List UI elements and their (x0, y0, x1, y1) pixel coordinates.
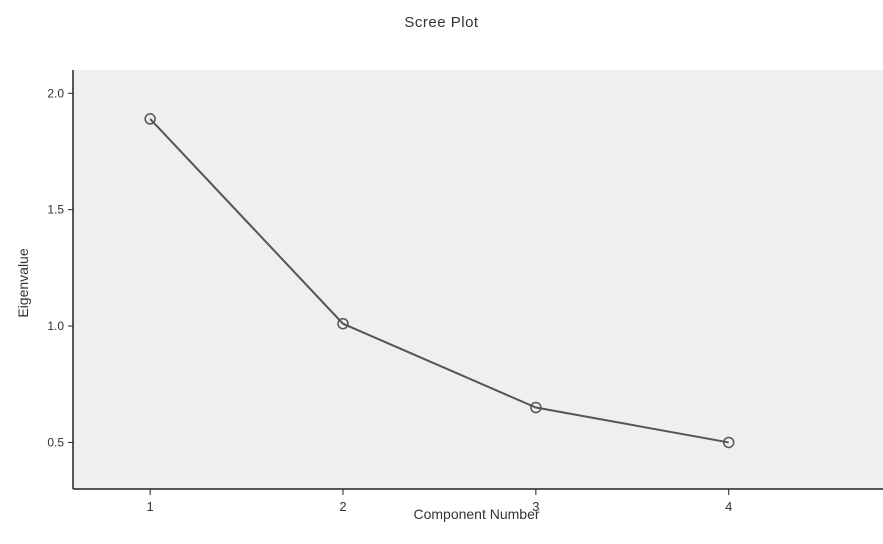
data-point (144, 113, 156, 125)
x-tick-label: 2 (339, 499, 346, 514)
data-point (337, 317, 349, 330)
plot-area (73, 70, 883, 489)
x-ticks: 1 2 3 4 (147, 489, 732, 514)
eigenvalue-line (149, 118, 729, 444)
y-tick-label: 1.0 (47, 319, 64, 333)
x-tick-label: 1 (147, 499, 154, 514)
y-tick-label: 2.0 (47, 86, 64, 100)
x-tick-label: 4 (725, 499, 732, 514)
y-ticks: 0.5 1.0 1.5 2.0 (47, 86, 73, 449)
y-tick-label: 1.5 (47, 203, 64, 217)
data-point (722, 436, 735, 449)
y-axis-label: Eigenvalue (15, 248, 31, 318)
data-points (144, 113, 735, 449)
data-point (530, 401, 542, 414)
chart-title: Scree Plot (404, 14, 479, 31)
x-axis-label: Component Number (413, 506, 540, 522)
x-tick-label: 3 (532, 499, 539, 514)
y-tick-label: 0.5 (47, 435, 64, 449)
